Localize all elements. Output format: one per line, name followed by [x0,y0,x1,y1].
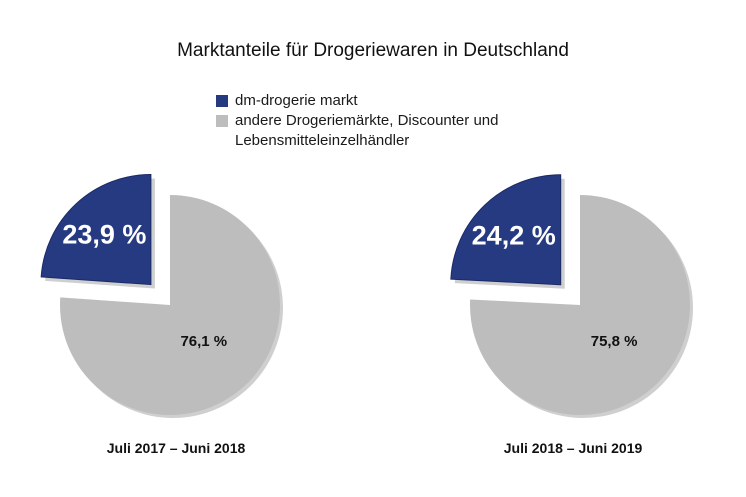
chart-title: Marktanteile für Drogeriewaren in Deutsc… [177,40,569,61]
pie-label-others: 75,8 % [591,333,638,350]
legend-label-others-line1: andere Drogeriemärkte, Discounter und [235,112,499,129]
pie-chart-2: 24,2 % 75,8 % [450,174,694,418]
pie-slice-dm [40,174,152,286]
pie-slice-others [59,195,280,415]
legend-swatch-others [216,115,228,127]
pie-label-others: 76,1 % [180,333,227,350]
pie-slice-dm [450,174,562,286]
pie-label-dm: 24,2 % [472,220,556,250]
legend: dm-drogerie markt andere Drogeriemärkte,… [216,91,498,151]
pie-label-dm: 23,9 % [62,220,146,250]
period-label-1: Juli 2017 – Juni 2018 [106,440,246,456]
legend-swatch-dm [216,95,228,107]
legend-label-others-line2: Lebensmitteleinzelhändler [235,132,410,149]
pie-chart-1: 23,9 % 76,1 % [40,174,283,418]
pie-slice-others [470,195,691,416]
legend-item-dm: dm-drogerie markt [216,91,498,111]
period-label-2: Juli 2018 – Juni 2019 [503,440,643,456]
legend-label-dm: dm-drogerie markt [235,92,358,109]
legend-item-others: andere Drogeriemärkte, Discounter und Le… [216,111,498,151]
